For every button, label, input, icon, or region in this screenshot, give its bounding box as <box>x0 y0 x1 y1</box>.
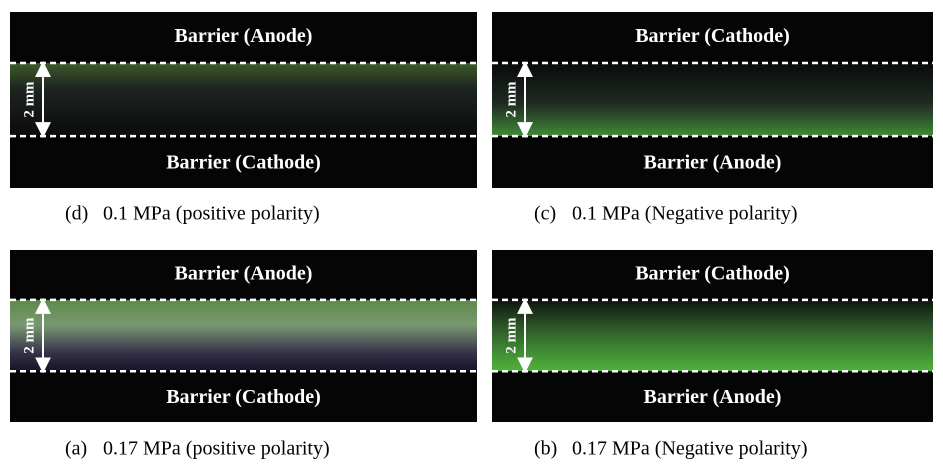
panel-caption: 0.17 MPa (positive polarity) <box>103 438 330 460</box>
gap-label: 2 mm <box>21 317 37 354</box>
top-label: Barrier (Anode) <box>175 25 313 47</box>
top-label: Barrier (Anode) <box>175 263 313 285</box>
discharge-glow <box>492 299 933 372</box>
panel: Barrier (Anode) Barrier (Cathode) 2 mm (a) 0… <box>10 250 477 460</box>
top-label: Barrier (Cathode) <box>635 25 790 47</box>
gap-label: 2 mm <box>503 81 519 118</box>
panel-letter: (a) <box>65 438 87 460</box>
panel: Barrier (Anode) Barrier (Cathode) 2 mm (d) 0… <box>10 12 477 225</box>
top-label: Barrier (Cathode) <box>635 263 790 285</box>
bottom-label: Barrier (Cathode) <box>166 386 321 408</box>
panel: Barrier (Cathode) Barrier (Anode) 2 mm (c) 0… <box>492 12 933 225</box>
discharge-glow <box>10 299 477 372</box>
bottom-label: Barrier (Anode) <box>644 152 782 174</box>
panel-letter: (d) <box>65 203 88 225</box>
panel-caption: 0.1 MPa (positive polarity) <box>103 203 320 225</box>
gap-label: 2 mm <box>503 317 519 354</box>
discharge-glow <box>10 63 477 137</box>
panel-caption: 0.17 MPa (Negative polarity) <box>572 438 808 460</box>
gap-label: 2 mm <box>21 81 37 118</box>
panel-letter: (b) <box>534 438 557 460</box>
panel-letter: (c) <box>534 203 556 225</box>
discharge-glow <box>492 63 933 137</box>
panel-caption: 0.1 MPa (Negative polarity) <box>572 203 798 225</box>
panel: Barrier (Cathode) Barrier (Anode) 2 mm (b) 0… <box>492 250 933 460</box>
bottom-label: Barrier (Anode) <box>644 386 782 408</box>
bottom-label: Barrier (Cathode) <box>166 152 321 174</box>
